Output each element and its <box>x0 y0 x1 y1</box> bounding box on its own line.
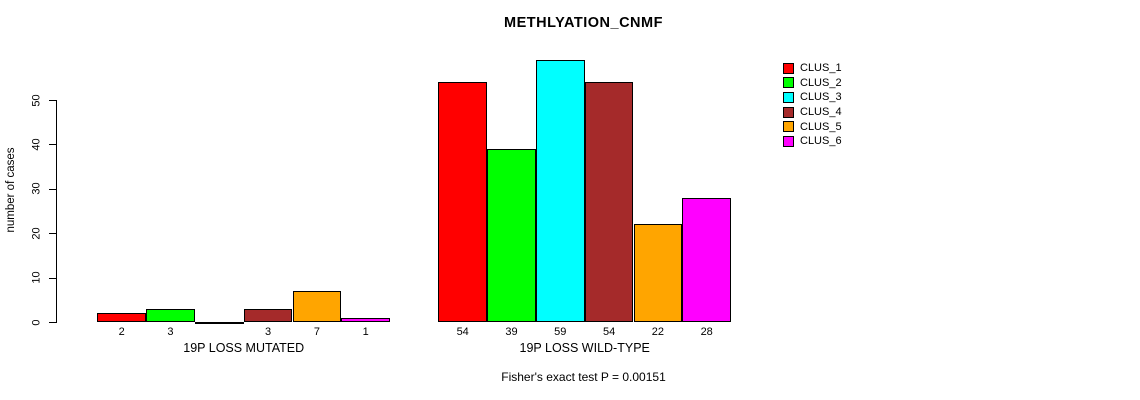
bar-value-label: 22 <box>651 326 665 338</box>
legend-swatch-icon <box>783 106 794 118</box>
bar-value-label: 3 <box>265 326 272 338</box>
bar-value-label: 54 <box>602 326 616 338</box>
bar-value-label: 54 <box>456 326 469 338</box>
bar-clus_5-wildtype <box>633 224 683 322</box>
y-axis-tick <box>49 100 56 101</box>
y-axis-tick <box>49 277 56 279</box>
y-axis-label: number of cases <box>5 147 17 233</box>
y-axis-tick-label: 40 <box>30 138 43 151</box>
bar-clus_4-wildtype <box>584 82 634 322</box>
bar-clus_4-mutated <box>243 308 293 322</box>
chart-title: METHLYATION_CNMF <box>504 15 663 31</box>
legend-label: CLUS_4 <box>800 106 842 119</box>
legend-item-clus_4: CLUS_4 <box>783 105 842 120</box>
legend-item-clus_1: CLUS_1 <box>783 61 842 76</box>
bar-value-label: 2 <box>118 326 125 338</box>
group-label: 19P LOSS MUTATED <box>183 341 305 355</box>
y-axis-tick-label: 30 <box>30 182 43 195</box>
legend-label: CLUS_2 <box>800 76 842 89</box>
y-axis-line <box>56 100 57 323</box>
legend-item-clus_2: CLUS_2 <box>783 76 842 91</box>
group-label: 19P LOSS WILD-TYPE <box>519 341 650 355</box>
y-axis-tick-label: 50 <box>30 93 43 107</box>
bar-value-label: 28 <box>700 326 713 338</box>
y-axis-tick-label: 10 <box>30 271 43 284</box>
bar-value-label: 3 <box>167 326 174 338</box>
bar-value-label: 7 <box>313 326 320 338</box>
bar-clus_6-wildtype <box>682 197 732 322</box>
legend-label: CLUS_3 <box>800 91 842 104</box>
bar-clus_5-mutated <box>292 290 342 322</box>
y-axis-tick-label: 0 <box>30 318 43 326</box>
bar-clus_6-mutated <box>341 317 391 322</box>
legend-swatch-icon <box>783 135 794 147</box>
legend-item-clus_5: CLUS_5 <box>783 119 842 134</box>
bar-value-label: 1 <box>362 326 369 338</box>
bar-clus_3-wildtype <box>535 60 585 322</box>
legend-label: CLUS_5 <box>800 120 842 133</box>
bar-value-label: 39 <box>505 326 518 338</box>
y-axis-tick <box>49 322 56 323</box>
y-axis-tick <box>49 233 56 235</box>
bar-clus_2-wildtype <box>487 148 536 322</box>
y-axis-tick-label: 20 <box>30 227 43 240</box>
bar-clus_2-mutated <box>146 308 195 322</box>
y-axis-tick <box>49 144 56 146</box>
bar-value-label: 59 <box>554 326 567 338</box>
legend-swatch-icon <box>783 62 794 74</box>
legend-label: CLUS_6 <box>800 135 842 148</box>
legend-label: CLUS_1 <box>800 62 842 75</box>
fisher-test-annotation: Fisher's exact test P = 0.00151 <box>501 370 666 384</box>
legend: CLUS_1 CLUS_2 CLUS_3 CLUS_4 CLUS_5 CLUS_6 <box>783 61 842 149</box>
legend-swatch-icon <box>783 91 794 103</box>
y-axis-tick <box>49 188 56 190</box>
legend-item-clus_3: CLUS_3 <box>783 90 842 105</box>
bar-clus_1-mutated <box>97 313 147 322</box>
legend-swatch-icon <box>783 77 794 89</box>
bar-clus_1-wildtype <box>438 82 488 322</box>
legend-swatch-icon <box>783 121 794 133</box>
legend-item-clus_6: CLUS_6 <box>783 134 842 149</box>
bar-clus_3-mutated <box>194 322 244 324</box>
